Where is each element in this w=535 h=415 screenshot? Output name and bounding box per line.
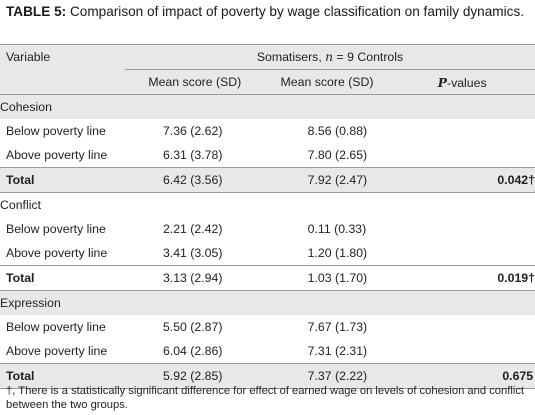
row-label: Below poverty line (6, 320, 106, 334)
table-row: Above poverty line 6.31 (3.78) 7.80 (2.6… (0, 143, 535, 168)
cell-mean-1: 6.42 (3.56) (124, 167, 265, 193)
table-row: Above poverty line 3.41 (3.05) 1.20 (1.8… (0, 241, 535, 266)
header-pvalue-p: P (437, 74, 447, 90)
cell-mean-2: 1.03 (1.70) (264, 265, 390, 291)
cell-pvalue: 0.019† (389, 265, 535, 291)
cell-mean-2: 8.56 (0.88) (307, 124, 368, 138)
cell-mean-2: 0.11 (0.33) (307, 222, 367, 236)
header-pvalue-suffix: -values (446, 75, 487, 90)
table-caption: TABLE 5: Comparison of impact of poverty… (6, 4, 530, 20)
cell-pvalue (389, 119, 535, 143)
row-label: Above poverty line (6, 246, 108, 260)
cell-mean-2: 7.80 (2.65) (307, 148, 368, 162)
cell-mean-2: 7.92 (2.47) (264, 167, 390, 193)
cell-mean-1: 6.31 (3.78) (162, 148, 223, 162)
section-title: Conflict (0, 198, 42, 212)
caption-text: Comparison of impact of poverty by wage … (66, 4, 525, 19)
cell-pvalue: 0.675 (389, 363, 535, 389)
row-label: Total (0, 363, 125, 389)
row-label: Below poverty line (6, 124, 106, 138)
cell-pvalue (389, 143, 535, 168)
header-variable: Variable (0, 44, 125, 95)
header-group: Somatisers, n = 9 Controls (124, 44, 535, 70)
cell-mean-1: 6.04 (2.86) (162, 344, 223, 358)
section-row-cohesion: Cohesion (0, 94, 535, 119)
data-table: Variable Somatisers, n = 9 Controls Mean… (0, 44, 535, 389)
header-row-2: Mean score (SD) Mean score (SD) P-values (0, 69, 535, 95)
header-group-n: n (325, 50, 334, 64)
row-label: Above poverty line (6, 344, 108, 358)
total-row-cohesion: Total 6.42 (3.56) 7.92 (2.47) 0.042† (0, 167, 535, 193)
cell-mean-2: 7.37 (2.22) (264, 363, 390, 389)
table-row: Below poverty line 5.50 (2.87) 7.67 (1.7… (0, 315, 535, 339)
total-row-expression: Total 5.92 (2.85) 7.37 (2.22) 0.675 (0, 363, 535, 389)
section-row-expression: Expression (0, 290, 535, 315)
section-row-conflict: Conflict (0, 193, 535, 218)
cell-mean-1: 5.92 (2.85) (124, 363, 265, 389)
header-row-1: Variable Somatisers, n = 9 Controls (0, 44, 535, 95)
cell-mean-1: 2.21 (2.42) (162, 222, 223, 236)
table-footnote: †, There is a statistically significant … (6, 385, 525, 411)
row-label: Total (0, 265, 125, 291)
cell-mean-1: 7.36 (2.62) (162, 124, 223, 138)
cell-mean-1: 3.41 (3.05) (162, 246, 223, 260)
row-label: Above poverty line (6, 148, 108, 162)
cell-mean-1: 5.50 (2.87) (162, 320, 223, 334)
header-group-prefix: Somatisers, (256, 50, 326, 64)
caption-label: TABLE 5: (6, 4, 67, 19)
cell-mean-2: 1.20 (1.80) (307, 246, 368, 260)
table-row: Below poverty line 7.36 (2.62) 8.56 (0.8… (0, 119, 535, 143)
section-title: Expression (0, 290, 535, 315)
cell-pvalue (389, 241, 535, 266)
row-label: Below poverty line (6, 222, 106, 236)
cell-pvalue (389, 217, 535, 241)
cell-pvalue (389, 339, 535, 364)
row-label: Total (0, 167, 125, 193)
table-row: Above poverty line 6.04 (2.86) 7.31 (2.3… (0, 339, 535, 364)
cell-mean-2: 7.67 (1.73) (307, 320, 368, 334)
table-row: Below poverty line 2.21 (2.42) 0.11 (0.3… (0, 217, 535, 241)
total-row-conflict: Total 3.13 (2.94) 1.03 (1.70) 0.019† (0, 265, 535, 291)
cell-mean-1: 3.13 (2.94) (124, 265, 265, 291)
header-col-mean-2: Mean score (SD) (264, 69, 390, 95)
cell-mean-2: 7.31 (2.31) (307, 344, 368, 358)
header-col-mean-1: Mean score (SD) (124, 69, 265, 95)
header-col-pvalues: P-values (389, 69, 535, 95)
cell-pvalue: 0.042† (389, 167, 535, 193)
header-group-suffix: = 9 Controls (333, 50, 404, 64)
section-title: Cohesion (0, 94, 535, 119)
cell-pvalue (389, 315, 535, 339)
